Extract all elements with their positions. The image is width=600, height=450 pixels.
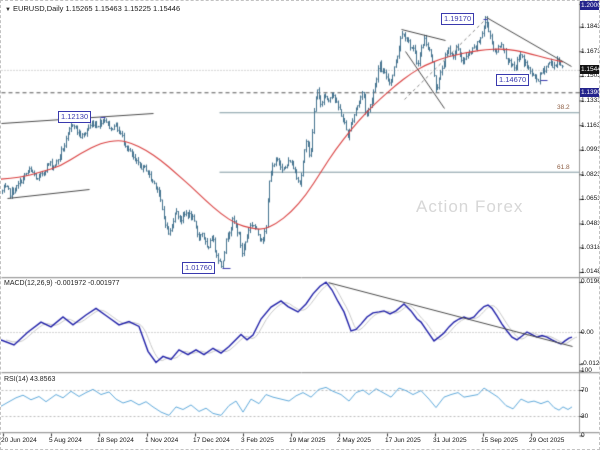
macd-axis-label: 0.019679 — [581, 278, 599, 286]
symbol-ohlc-title: EURUSD,Daily 1.15265 1.15463 1.15225 1.1… — [12, 4, 181, 13]
price-axis-label: 1.13900 — [580, 87, 599, 97]
price-axis-label: 1.04830 — [581, 220, 599, 227]
price-axis-label: 1.11630 — [581, 121, 599, 129]
macd-indicator-label: MACD(12,26,9) -0.001972 -0.001977 — [4, 280, 120, 287]
time-axis-label: 17 Jun 2025 — [385, 437, 421, 444]
price-axis-label: 1.03180 — [581, 243, 599, 251]
price-axis-label: 1.20000 — [580, 1, 599, 10]
time-axis-label: 29 Oct 2025 — [529, 437, 565, 444]
price-axis-label: 1.06530 — [581, 195, 599, 203]
collapse-arrow-icon[interactable]: ▼ — [5, 7, 11, 13]
macd-axis-label: 0.00 — [581, 328, 594, 336]
time-axis-label: 1 Nov 2024 — [145, 437, 179, 444]
rsi-indicator-label: RSI(14) 43.8563 — [4, 376, 56, 383]
time-axis-label: 20 Jun 2024 — [1, 437, 37, 444]
swing-high-label-119170[interactable]: 1.19170 — [441, 13, 475, 25]
fib-382-label: 38.2 — [557, 104, 570, 111]
price-axis-label: 1.01480 — [581, 268, 599, 276]
price-axis-label: 1.13330 — [581, 97, 599, 104]
price-axis-label: 1.18430 — [581, 23, 599, 31]
rsi-axis-label: 70 — [581, 386, 589, 394]
price-axis-label: 1.15030 — [581, 72, 599, 80]
price-axis-label: 1.09930 — [581, 146, 599, 154]
macd-axis-label: -0.012552 — [581, 360, 600, 368]
time-axis-label: 17 Dec 2024 — [193, 437, 230, 444]
chart-title-bar: ▼ EURUSD,Daily 1.15265 1.15463 1.15225 1.… — [5, 4, 180, 13]
time-axis-label: 2 May 2025 — [337, 437, 371, 444]
swing-low-label-101760[interactable]: 1.01760 — [182, 262, 216, 274]
time-axis-label: 31 Jul 2025 — [433, 437, 467, 444]
time-axis-label: 19 Mar 2025 — [289, 437, 326, 444]
rsi-axis-label: 30 — [581, 412, 589, 420]
price-axis-label: 1.16730 — [581, 47, 599, 55]
swing-low-label-114670[interactable]: 1.14670 — [496, 74, 530, 86]
price-axis-label: 1.08230 — [581, 170, 599, 178]
time-axis-label: 5 Aug 2024 — [49, 437, 82, 444]
rsi-axis-label: 100 — [581, 367, 592, 374]
time-axis-label: 15 Sep 2025 — [481, 437, 518, 444]
rsi-axis-label: 0 — [581, 432, 585, 439]
time-axis-label: 18 Sep 2024 — [97, 437, 134, 444]
fib-618-label: 61.8 — [557, 164, 570, 171]
swing-high-label-112130[interactable]: 1.12130 — [58, 111, 92, 123]
price-axis-label: 1.15446 — [580, 65, 599, 75]
time-axis-label: 3 Feb 2025 — [241, 437, 274, 444]
